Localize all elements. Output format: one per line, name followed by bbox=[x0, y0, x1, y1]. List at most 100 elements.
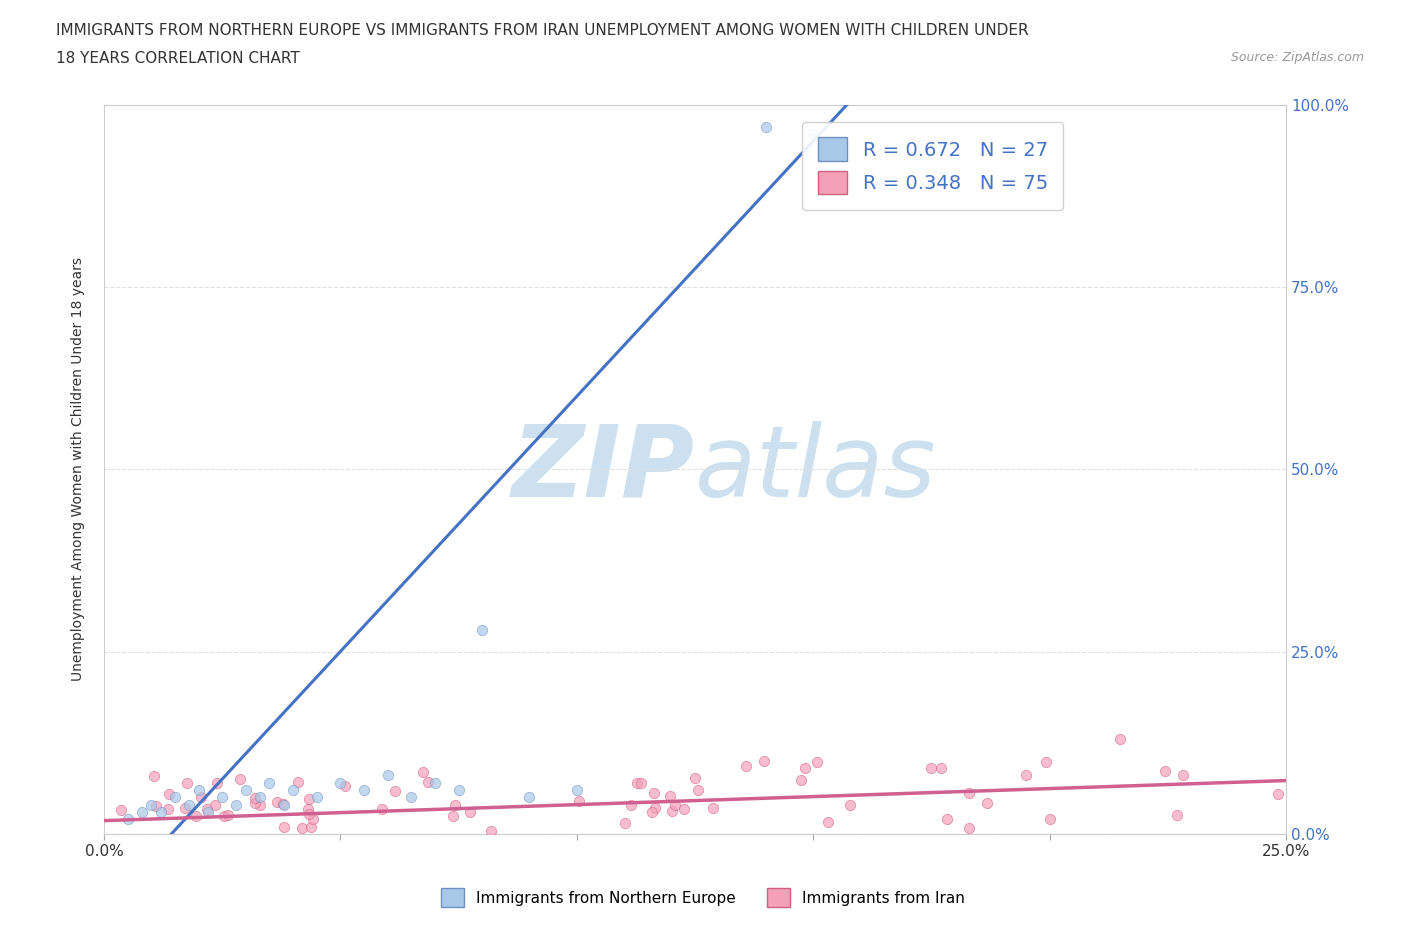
Point bbox=[273, 797, 295, 812]
Point bbox=[838, 798, 860, 813]
Point bbox=[458, 804, 481, 819]
Point bbox=[754, 754, 776, 769]
Point bbox=[299, 819, 322, 834]
Point bbox=[177, 797, 200, 812]
Point bbox=[190, 790, 212, 804]
Point bbox=[957, 785, 980, 800]
Point bbox=[371, 802, 394, 817]
Point bbox=[441, 809, 464, 824]
Point bbox=[117, 812, 139, 827]
Text: ZIP: ZIP bbox=[512, 420, 695, 518]
Point bbox=[1035, 754, 1057, 769]
Point bbox=[204, 797, 226, 812]
Point bbox=[661, 804, 683, 818]
Point bbox=[273, 819, 295, 834]
Point bbox=[519, 790, 541, 804]
Point bbox=[658, 789, 681, 804]
Point bbox=[1267, 787, 1289, 802]
Point bbox=[211, 790, 233, 804]
Point bbox=[479, 823, 502, 838]
Point bbox=[205, 776, 228, 790]
Point bbox=[243, 790, 266, 805]
Point bbox=[935, 812, 957, 827]
Point bbox=[329, 776, 352, 790]
Point bbox=[142, 769, 165, 784]
Point bbox=[281, 783, 304, 798]
Point bbox=[418, 775, 440, 790]
Legend: Immigrants from Northern Europe, Immigrants from Iran: Immigrants from Northern Europe, Immigra… bbox=[436, 883, 970, 913]
Point bbox=[688, 782, 710, 797]
Point bbox=[644, 801, 666, 816]
Legend: R = 0.672   N = 27, R = 0.348   N = 75: R = 0.672 N = 27, R = 0.348 N = 75 bbox=[803, 122, 1063, 210]
Point bbox=[131, 804, 153, 819]
Point bbox=[235, 783, 257, 798]
Point bbox=[685, 771, 707, 786]
Point bbox=[626, 776, 648, 790]
Point bbox=[149, 804, 172, 819]
Point bbox=[271, 797, 294, 812]
Point bbox=[444, 797, 467, 812]
Point bbox=[249, 790, 271, 804]
Point bbox=[229, 771, 252, 786]
Point bbox=[794, 761, 817, 776]
Point bbox=[643, 786, 665, 801]
Point bbox=[957, 820, 980, 835]
Point bbox=[613, 816, 636, 830]
Point bbox=[672, 802, 695, 817]
Point bbox=[217, 808, 239, 823]
Point bbox=[401, 790, 423, 804]
Y-axis label: Unemployment Among Women with Children Under 18 years: Unemployment Among Women with Children U… bbox=[72, 258, 86, 682]
Point bbox=[157, 802, 180, 817]
Point bbox=[305, 790, 328, 804]
Point bbox=[929, 761, 952, 776]
Point bbox=[249, 798, 271, 813]
Point bbox=[287, 775, 309, 790]
Text: 18 YEARS CORRELATION CHART: 18 YEARS CORRELATION CHART bbox=[56, 51, 299, 66]
Point bbox=[801, 126, 824, 141]
Text: IMMIGRANTS FROM NORTHERN EUROPE VS IMMIGRANTS FROM IRAN UNEMPLOYMENT AMONG WOMEN: IMMIGRANTS FROM NORTHERN EUROPE VS IMMIG… bbox=[56, 23, 1029, 38]
Point bbox=[212, 808, 235, 823]
Point bbox=[225, 797, 247, 812]
Point bbox=[1153, 764, 1175, 778]
Point bbox=[174, 801, 197, 816]
Point bbox=[471, 622, 494, 637]
Point bbox=[423, 776, 446, 790]
Point bbox=[163, 790, 186, 804]
Point bbox=[259, 776, 281, 790]
Point bbox=[1109, 732, 1132, 747]
Point bbox=[664, 798, 686, 813]
Point bbox=[976, 795, 998, 810]
Point bbox=[243, 796, 266, 811]
Point bbox=[412, 765, 434, 780]
Point bbox=[755, 119, 778, 134]
Point bbox=[806, 754, 828, 769]
Point bbox=[568, 793, 591, 808]
Point bbox=[1171, 767, 1194, 782]
Point bbox=[176, 776, 198, 790]
Point bbox=[290, 821, 312, 836]
Point bbox=[920, 761, 942, 776]
Point bbox=[1038, 811, 1060, 826]
Point bbox=[384, 783, 406, 798]
Point bbox=[447, 783, 470, 798]
Text: atlas: atlas bbox=[695, 420, 936, 518]
Point bbox=[353, 783, 375, 798]
Text: Source: ZipAtlas.com: Source: ZipAtlas.com bbox=[1230, 51, 1364, 64]
Point bbox=[184, 808, 207, 823]
Point bbox=[302, 812, 325, 827]
Point bbox=[141, 797, 163, 812]
Point bbox=[702, 801, 724, 816]
Point bbox=[630, 776, 652, 790]
Point bbox=[1166, 807, 1188, 822]
Point bbox=[145, 798, 167, 813]
Point bbox=[377, 768, 399, 783]
Point bbox=[641, 805, 664, 820]
Point bbox=[195, 802, 218, 817]
Point bbox=[297, 802, 319, 817]
Point bbox=[1015, 768, 1038, 783]
Point bbox=[157, 787, 180, 802]
Point bbox=[620, 797, 643, 812]
Point bbox=[565, 783, 588, 798]
Point bbox=[333, 778, 356, 793]
Point bbox=[187, 783, 209, 798]
